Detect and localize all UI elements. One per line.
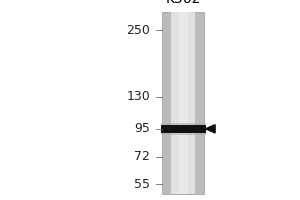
FancyBboxPatch shape: [172, 12, 195, 194]
Text: 72: 72: [134, 150, 150, 163]
FancyBboxPatch shape: [178, 12, 188, 194]
FancyBboxPatch shape: [160, 123, 206, 135]
Text: 130: 130: [126, 90, 150, 103]
Polygon shape: [206, 125, 215, 133]
Text: K562: K562: [165, 0, 201, 6]
FancyBboxPatch shape: [162, 12, 204, 194]
Text: 250: 250: [126, 24, 150, 37]
Text: 55: 55: [134, 178, 150, 191]
Text: 95: 95: [134, 122, 150, 135]
FancyBboxPatch shape: [160, 125, 206, 133]
